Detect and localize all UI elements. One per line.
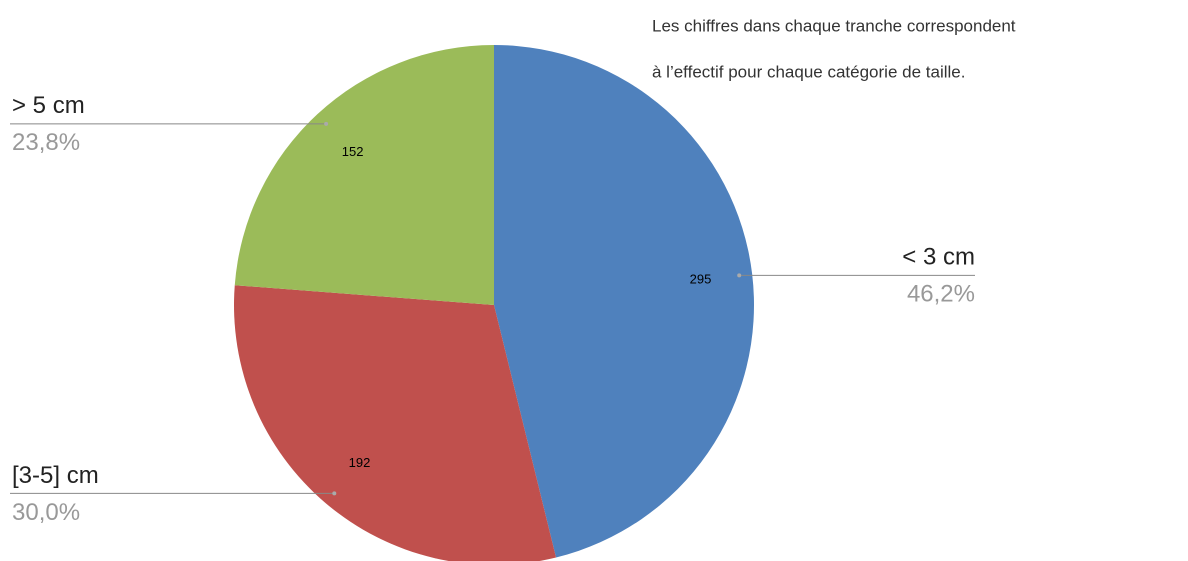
percent-label: 23,8% (12, 129, 80, 156)
annotation-line: à l’effectif pour chaque catégorie de ta… (652, 62, 965, 81)
leader-dot (737, 273, 742, 278)
pie-slice (494, 45, 755, 558)
category-label: [3-5] cm (12, 462, 99, 489)
slice-value-label: 152 (342, 144, 364, 159)
category-label: < 3 cm (902, 244, 975, 271)
slice-value-label: 295 (690, 271, 712, 286)
pie-slice (234, 45, 494, 305)
percent-label: 46,2% (907, 281, 975, 308)
annotation-line: Les chiffres dans chaque tranche corresp… (652, 16, 1016, 35)
leader-dot (332, 491, 337, 496)
slice-value-label: 192 (349, 455, 371, 470)
category-label: > 5 cm (12, 92, 85, 119)
leader-dot (324, 121, 329, 126)
pie-slice (234, 285, 557, 561)
percent-label: 30,0% (12, 499, 80, 526)
